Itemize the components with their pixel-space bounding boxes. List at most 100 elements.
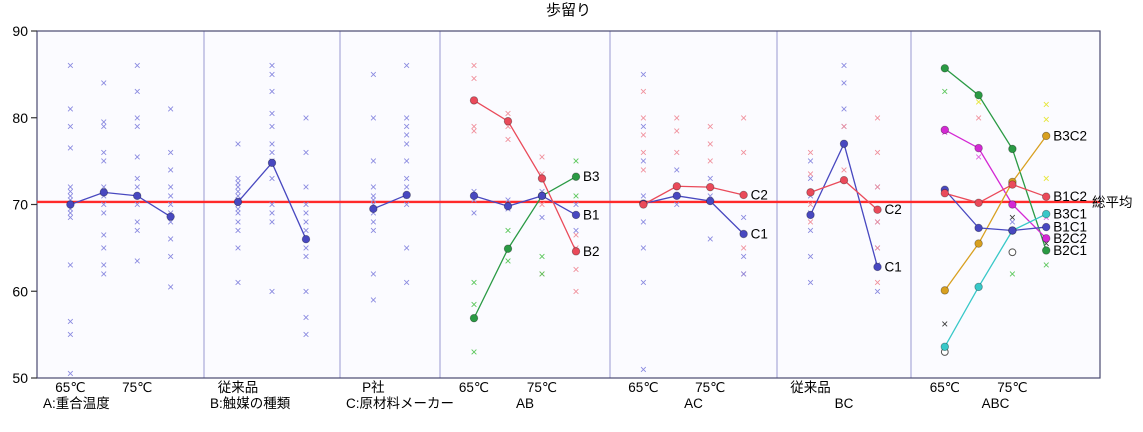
series-marker bbox=[1041, 234, 1051, 243]
scatter-x-mark: × bbox=[840, 119, 847, 133]
series-marker bbox=[537, 191, 547, 201]
series-line-B3 bbox=[473, 176, 577, 319]
scatter-x-mark: × bbox=[807, 198, 814, 212]
series-marker bbox=[1008, 226, 1017, 235]
y-tick-label: 70 bbox=[12, 197, 28, 213]
scatter-x-mark: × bbox=[370, 198, 377, 212]
series-line-B3C2 bbox=[944, 135, 1047, 291]
scatter-x-mark: × bbox=[470, 276, 477, 290]
scatter-x-mark: × bbox=[268, 67, 275, 81]
x-tick-label: 75℃ bbox=[695, 380, 725, 395]
scatter-x-mark: × bbox=[370, 111, 377, 125]
scatter-x-mark: × bbox=[538, 267, 545, 281]
scatter-x-mark: × bbox=[640, 163, 647, 177]
scatter-x-mark: × bbox=[302, 250, 309, 264]
scatter-x-mark: × bbox=[268, 206, 275, 220]
series-marker bbox=[940, 286, 949, 295]
scatter-x-mark: × bbox=[740, 211, 747, 225]
scatter-x-mark: × bbox=[234, 180, 241, 194]
scatter-x-mark: × bbox=[941, 317, 948, 331]
series-marker bbox=[639, 200, 648, 209]
scatter-x-mark: × bbox=[874, 284, 881, 298]
scatter-x-mark: × bbox=[740, 267, 747, 281]
scatter-x-mark: × bbox=[234, 276, 241, 290]
series-label-B3C2: B3C2 bbox=[1053, 128, 1087, 143]
series-marker bbox=[402, 190, 411, 200]
scatter-x-mark: × bbox=[673, 145, 680, 159]
scatter-x-mark: × bbox=[302, 145, 309, 159]
series-marker bbox=[99, 188, 108, 197]
scatter-x-mark: × bbox=[67, 141, 74, 155]
scatter-x-mark: × bbox=[234, 137, 241, 151]
series-marker bbox=[469, 96, 479, 105]
x-tick-label: 65℃ bbox=[930, 380, 960, 395]
scatter-x-mark: × bbox=[134, 111, 141, 125]
scatter-x-mark: × bbox=[807, 171, 814, 185]
scatter-x-mark: × bbox=[403, 180, 410, 194]
series-label-B3: B3 bbox=[583, 169, 600, 184]
scatter-x-mark: × bbox=[470, 184, 477, 198]
scatter-x-mark: × bbox=[302, 198, 309, 212]
series-marker bbox=[571, 172, 581, 181]
scatter-x-mark: × bbox=[470, 59, 477, 73]
series-marker bbox=[974, 143, 983, 153]
scatter-x-mark: × bbox=[470, 72, 477, 86]
series-label-C1: C1 bbox=[751, 226, 768, 241]
series-label-B2C2: B2C2 bbox=[1053, 231, 1087, 246]
series-marker bbox=[706, 196, 715, 206]
series-label-C2: C2 bbox=[751, 187, 768, 202]
scatter-x-mark: × bbox=[1009, 267, 1016, 281]
scatter-x-mark: × bbox=[640, 119, 647, 133]
panel-axis-label-BC: BC bbox=[835, 396, 854, 411]
scatter-x-mark: × bbox=[134, 85, 141, 99]
scatter-x-mark: × bbox=[370, 189, 377, 203]
series-line-B2C1 bbox=[944, 67, 1047, 251]
series-line-C2 bbox=[643, 185, 744, 206]
x-tick-label: P社 bbox=[362, 380, 385, 395]
scatter-x-mark: × bbox=[167, 145, 174, 159]
series-line-B2 bbox=[473, 99, 577, 252]
scatter-x-mark: × bbox=[234, 215, 241, 229]
scatter-x-mark: × bbox=[167, 232, 174, 246]
series-marker bbox=[806, 188, 815, 197]
scatter-x-mark: × bbox=[268, 198, 275, 212]
scatter-x-mark: × bbox=[100, 228, 107, 242]
scatter-x-mark: × bbox=[100, 154, 107, 168]
scatter-x-mark: × bbox=[740, 241, 747, 255]
series-marker bbox=[974, 282, 983, 292]
series-line-B2C2 bbox=[944, 129, 1047, 239]
series-line-A bbox=[70, 191, 171, 218]
scatter-x-mark: × bbox=[403, 119, 410, 133]
scatter-x-mark: × bbox=[874, 241, 881, 255]
series-label-B1C2: B1C2 bbox=[1053, 189, 1087, 204]
panel-ABC: ××××××××××××××××××B2C1B2C2B3C1B3C2B1C1B1… bbox=[930, 64, 1087, 411]
scatter-x-mark: × bbox=[874, 180, 881, 194]
scatter-x-mark: × bbox=[640, 85, 647, 99]
series-marker bbox=[974, 223, 983, 233]
scatter-x-mark: × bbox=[167, 250, 174, 264]
series-marker bbox=[503, 117, 513, 126]
series-marker bbox=[940, 125, 949, 135]
scatter-x-mark: × bbox=[707, 137, 714, 151]
scatter-x-mark: × bbox=[67, 102, 74, 116]
scatter-x-mark: × bbox=[941, 85, 948, 99]
scatter-x-mark: × bbox=[302, 328, 309, 342]
scatter-x-mark: × bbox=[572, 198, 579, 212]
series-line-C bbox=[373, 194, 407, 210]
scatter-x-mark: × bbox=[67, 211, 74, 225]
scatter-x-mark: × bbox=[167, 215, 174, 229]
scatter-x-mark: × bbox=[874, 145, 881, 159]
scatter-x-mark: × bbox=[370, 154, 377, 168]
scatter-x-mark: × bbox=[302, 224, 309, 238]
scatter-x-mark: × bbox=[640, 241, 647, 255]
scatter-x-mark: × bbox=[874, 180, 881, 194]
scatter-x-mark: × bbox=[673, 124, 680, 138]
panel-AC: ××××××××××××××××××××××××××××××××C1C265℃7… bbox=[628, 67, 768, 411]
series-marker bbox=[940, 189, 949, 198]
series-marker bbox=[672, 182, 681, 191]
series-label-B3C1: B3C1 bbox=[1053, 207, 1087, 222]
scatter-x-mark: × bbox=[302, 215, 309, 229]
y-tick-label: 80 bbox=[12, 110, 28, 126]
scatter-x-mark: × bbox=[840, 102, 847, 116]
scatter-x-mark: × bbox=[67, 328, 74, 342]
